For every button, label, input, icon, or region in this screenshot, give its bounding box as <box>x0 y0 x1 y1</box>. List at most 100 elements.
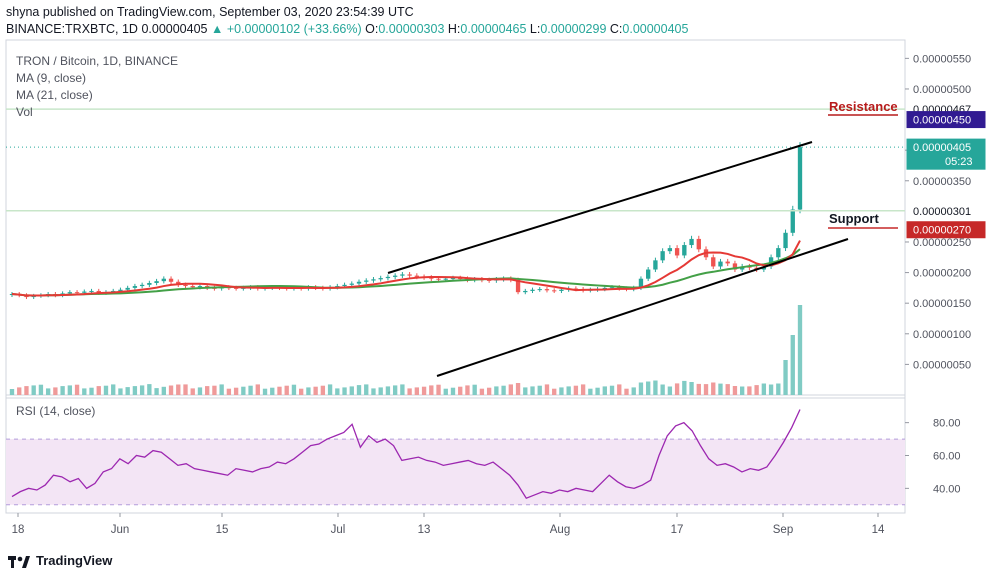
candle <box>400 274 405 276</box>
volume-bar <box>190 388 195 395</box>
volume-bar <box>38 384 44 395</box>
candle <box>356 281 362 284</box>
candle <box>233 287 239 289</box>
candle <box>197 286 203 288</box>
candle <box>378 278 383 280</box>
price-tag-label: 0.00000301 <box>913 206 971 218</box>
volume-bar <box>17 387 22 395</box>
volume-bar <box>638 382 644 395</box>
candle <box>450 278 456 280</box>
y-tick-label: 0.00000250 <box>913 237 971 249</box>
candle <box>407 274 412 276</box>
brand-label: TradingView <box>36 553 113 568</box>
x-tick-label: Aug <box>550 524 570 536</box>
x-tick-label: 18 <box>12 524 25 536</box>
ma21-line <box>11 248 801 297</box>
candle <box>602 287 607 290</box>
candle <box>414 275 420 277</box>
candle <box>190 286 195 288</box>
volume-bar <box>783 360 788 395</box>
candle <box>660 251 665 261</box>
x-tick-label: 13 <box>418 524 431 536</box>
candle <box>544 289 550 291</box>
candle <box>161 278 166 282</box>
ma21-legend: MA (21, close) <box>16 88 93 102</box>
candle <box>783 232 788 249</box>
volume-bar <box>797 305 803 395</box>
volume-bar <box>299 388 304 395</box>
volume-bar <box>537 385 542 395</box>
candle <box>718 261 723 267</box>
volume-bar <box>364 384 369 395</box>
volume-bar <box>523 387 528 395</box>
candle <box>89 290 94 292</box>
candle <box>725 261 730 264</box>
volume-bar <box>24 386 29 395</box>
price-tag-label: 05:23 <box>945 156 973 168</box>
volume-bar <box>255 384 260 395</box>
volume-bar <box>725 384 730 395</box>
high-label: H: <box>447 22 461 36</box>
volume-bar <box>74 384 80 395</box>
channel-lower <box>436 238 849 377</box>
volume-bar <box>443 388 448 395</box>
volume-bar <box>270 387 275 395</box>
volume-bar <box>349 386 354 395</box>
volume-bar <box>458 386 463 395</box>
volume-bar <box>588 388 593 395</box>
rsi-line <box>11 409 801 500</box>
candle <box>371 279 376 281</box>
candle <box>443 278 448 280</box>
tradingview-logo[interactable]: TradingView <box>8 553 112 568</box>
candle <box>674 248 680 256</box>
volume-bar <box>739 386 745 395</box>
volume-bar <box>682 380 687 395</box>
volume-bar <box>696 383 701 395</box>
x-tick-label: 17 <box>671 524 684 536</box>
volume-bar <box>407 388 412 395</box>
resistance-label: Resistance <box>829 99 898 114</box>
candle <box>537 289 542 291</box>
open-value: 0.00000303 <box>378 22 445 36</box>
price-tag-label: 0.00000405 <box>913 142 971 154</box>
candle <box>96 290 101 293</box>
volume-bar <box>392 385 398 395</box>
volume-bar <box>559 387 564 395</box>
candle <box>364 280 369 282</box>
volume-bar <box>248 385 253 395</box>
candle <box>147 282 152 285</box>
volume-bar <box>385 386 391 395</box>
candle <box>689 238 694 246</box>
volume-bar <box>9 389 15 395</box>
candle <box>429 277 434 279</box>
volume-bar <box>566 386 571 395</box>
volume-bar <box>479 388 485 395</box>
plot-frame <box>5 39 906 514</box>
volume-bar <box>154 388 159 395</box>
ma9-legend: MA (9, close) <box>16 71 87 85</box>
rsi-tick-label: 60.00 <box>933 451 961 463</box>
vol-legend: Vol <box>16 105 33 119</box>
rsi-tick-label: 80.00 <box>933 418 961 430</box>
volume-bar <box>472 384 477 395</box>
volume-bar <box>284 385 289 395</box>
volume-bar <box>544 384 550 395</box>
volume-bar <box>125 387 130 395</box>
volume-bar <box>573 385 579 395</box>
volume-bar <box>761 383 767 395</box>
volume-bar <box>580 384 586 395</box>
candle <box>515 279 521 293</box>
volume-bar <box>602 386 607 395</box>
volume-bar <box>139 385 145 395</box>
close-value: 0.00000405 <box>622 22 689 36</box>
candle <box>732 263 738 270</box>
candle <box>335 286 340 288</box>
y-tick-label: 0.00000550 <box>913 53 971 65</box>
candle <box>436 278 441 280</box>
close-label: C: <box>609 22 623 36</box>
volume-bar <box>790 335 795 395</box>
y-tick-label: 0.00000200 <box>913 268 971 280</box>
volume-bar <box>414 387 420 395</box>
change: ▲ +0.00000102 (+33.66%) <box>210 22 362 36</box>
